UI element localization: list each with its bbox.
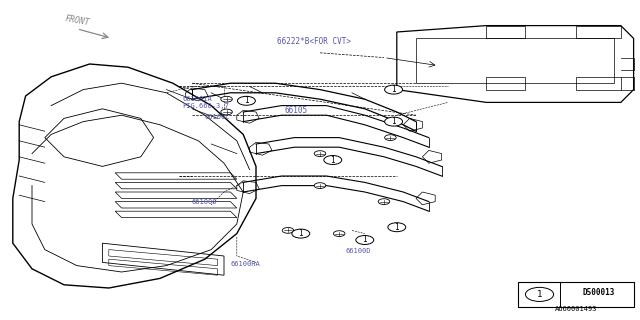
Text: 1: 1 xyxy=(391,117,396,126)
Text: 1: 1 xyxy=(330,156,335,164)
Text: 66105: 66105 xyxy=(285,106,308,115)
Circle shape xyxy=(385,117,403,126)
Text: 66100IA
FIG.660-3,7: 66100IA FIG.660-3,7 xyxy=(182,96,229,109)
Text: 1: 1 xyxy=(391,85,396,94)
Circle shape xyxy=(333,231,345,236)
Circle shape xyxy=(221,96,232,102)
Circle shape xyxy=(525,287,554,301)
Text: 1: 1 xyxy=(298,229,303,238)
Circle shape xyxy=(385,135,396,140)
Circle shape xyxy=(237,96,255,105)
Circle shape xyxy=(324,156,342,164)
Circle shape xyxy=(221,109,232,115)
Text: A660001493: A660001493 xyxy=(555,306,597,312)
Circle shape xyxy=(292,229,310,238)
Circle shape xyxy=(356,236,374,244)
Text: FRONT: FRONT xyxy=(64,14,90,27)
Text: 66222*B<FOR CVT>: 66222*B<FOR CVT> xyxy=(276,37,351,46)
Text: 66100D: 66100D xyxy=(346,248,371,254)
Text: 66100C: 66100C xyxy=(205,114,230,120)
Circle shape xyxy=(378,199,390,204)
Circle shape xyxy=(282,228,294,233)
Circle shape xyxy=(388,223,406,232)
Circle shape xyxy=(385,85,403,94)
Text: 66100HA: 66100HA xyxy=(230,261,260,267)
Text: 1: 1 xyxy=(244,96,249,105)
Text: 1: 1 xyxy=(362,236,367,244)
Text: 661000: 661000 xyxy=(192,199,218,204)
Circle shape xyxy=(314,151,326,156)
Text: D500013: D500013 xyxy=(582,288,614,297)
Text: 1: 1 xyxy=(394,223,399,232)
Circle shape xyxy=(314,183,326,188)
Text: 1: 1 xyxy=(537,290,542,299)
